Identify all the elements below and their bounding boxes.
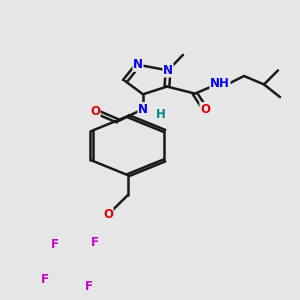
Text: F: F bbox=[41, 273, 49, 286]
Text: N: N bbox=[138, 103, 148, 116]
Text: O: O bbox=[200, 103, 210, 116]
Text: F: F bbox=[51, 238, 59, 251]
Text: O: O bbox=[103, 208, 113, 221]
Text: F: F bbox=[91, 236, 99, 249]
Text: N: N bbox=[163, 64, 173, 77]
Text: H: H bbox=[156, 108, 166, 121]
Text: O: O bbox=[90, 105, 100, 118]
Text: F: F bbox=[85, 280, 93, 293]
Text: N: N bbox=[133, 58, 143, 71]
Text: NH: NH bbox=[210, 76, 230, 89]
